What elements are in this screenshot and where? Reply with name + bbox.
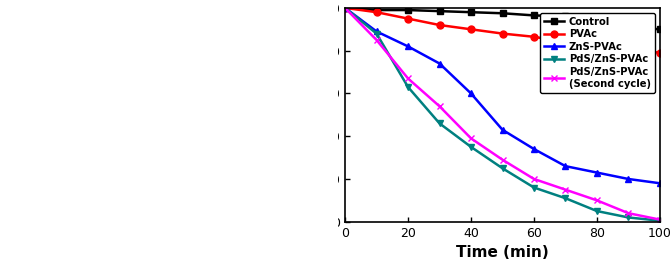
Control xyxy=(561,15,569,18)
Line: PdS/ZnS-PVAc: PdS/ZnS-PVAc xyxy=(342,4,663,224)
PdS/ZnS-PVAc
(Second cycle) xyxy=(498,158,507,161)
PdS/ZnS-PVAc
(Second cycle) xyxy=(561,188,569,191)
PdS/ZnS-PVAc xyxy=(593,210,601,213)
PdS/ZnS-PVAc xyxy=(561,197,569,200)
Control xyxy=(624,26,632,29)
PdS/ZnS-PVAc xyxy=(530,186,538,189)
PVAc xyxy=(561,41,569,44)
ZnS-PVAc xyxy=(498,128,507,131)
PVAc xyxy=(656,51,664,54)
ZnS-PVAc xyxy=(624,177,632,181)
Control xyxy=(656,28,664,31)
PdS/ZnS-PVAc xyxy=(404,86,412,89)
Line: PdS/ZnS-PVAc
(Second cycle): PdS/ZnS-PVAc (Second cycle) xyxy=(342,4,663,223)
PdS/ZnS-PVAc xyxy=(467,145,475,148)
ZnS-PVAc xyxy=(341,6,349,10)
PVAc xyxy=(404,17,412,20)
PdS/ZnS-PVAc
(Second cycle) xyxy=(467,137,475,140)
Line: ZnS-PVAc: ZnS-PVAc xyxy=(342,4,663,187)
PdS/ZnS-PVAc xyxy=(656,219,664,222)
Control xyxy=(530,14,538,17)
PdS/ZnS-PVAc
(Second cycle) xyxy=(373,38,381,41)
PVAc xyxy=(436,23,444,27)
PdS/ZnS-PVAc
(Second cycle) xyxy=(530,177,538,181)
Control xyxy=(467,11,475,14)
PdS/ZnS-PVAc xyxy=(341,6,349,10)
PdS/ZnS-PVAc
(Second cycle) xyxy=(404,77,412,80)
PdS/ZnS-PVAc
(Second cycle) xyxy=(656,218,664,221)
ZnS-PVAc xyxy=(404,45,412,48)
Control xyxy=(436,10,444,13)
PdS/ZnS-PVAc
(Second cycle) xyxy=(436,105,444,108)
ZnS-PVAc xyxy=(561,164,569,168)
PVAc xyxy=(624,47,632,50)
PdS/ZnS-PVAc xyxy=(624,216,632,219)
Line: PVAc: PVAc xyxy=(342,4,663,56)
PdS/ZnS-PVAc xyxy=(373,32,381,35)
PVAc xyxy=(498,32,507,35)
Control xyxy=(498,12,507,15)
ZnS-PVAc xyxy=(656,182,664,185)
ZnS-PVAc xyxy=(373,30,381,33)
Control xyxy=(341,6,349,10)
PVAc xyxy=(530,35,538,38)
PdS/ZnS-PVAc
(Second cycle) xyxy=(341,6,349,10)
Control xyxy=(404,8,412,12)
PdS/ZnS-PVAc xyxy=(436,122,444,125)
PVAc xyxy=(341,6,349,10)
PdS/ZnS-PVAc
(Second cycle) xyxy=(624,212,632,215)
PdS/ZnS-PVAc
(Second cycle) xyxy=(593,199,601,202)
Legend: Control, PVAc, ZnS-PVAc, PdS/ZnS-PVAc, PdS/ZnS-PVAc
(Second cycle): Control, PVAc, ZnS-PVAc, PdS/ZnS-PVAc, P… xyxy=(540,13,655,92)
ZnS-PVAc xyxy=(593,171,601,174)
PVAc xyxy=(593,45,601,48)
ZnS-PVAc xyxy=(530,148,538,151)
Y-axis label: C/C₀(%): C/C₀(%) xyxy=(297,86,311,144)
ZnS-PVAc xyxy=(436,62,444,65)
Line: Control: Control xyxy=(342,4,663,33)
X-axis label: Time (min): Time (min) xyxy=(456,245,549,260)
PVAc xyxy=(373,11,381,14)
Control xyxy=(593,21,601,25)
Control xyxy=(373,8,381,12)
PdS/ZnS-PVAc xyxy=(498,167,507,170)
PVAc xyxy=(467,28,475,31)
ZnS-PVAc xyxy=(467,92,475,95)
